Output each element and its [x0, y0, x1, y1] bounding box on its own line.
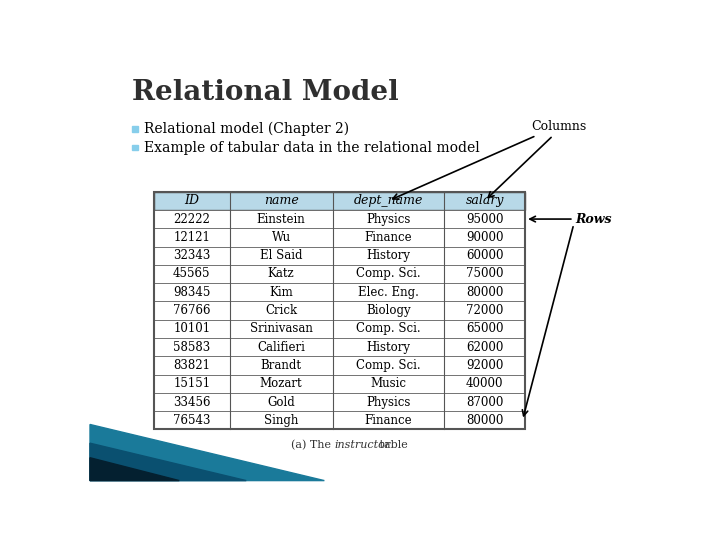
Polygon shape — [90, 458, 179, 481]
Text: 45565: 45565 — [173, 267, 210, 280]
Text: Comp. Sci.: Comp. Sci. — [356, 267, 421, 280]
Text: History: History — [366, 341, 410, 354]
Text: Srinivasan: Srinivasan — [250, 322, 312, 335]
Text: Wu: Wu — [271, 231, 291, 244]
Bar — [132, 126, 138, 132]
Text: 32343: 32343 — [173, 249, 210, 262]
Text: 98345: 98345 — [173, 286, 210, 299]
Text: ID: ID — [184, 194, 199, 207]
Text: Crick: Crick — [265, 304, 297, 317]
Text: 76766: 76766 — [173, 304, 210, 317]
Bar — [154, 393, 526, 411]
Bar — [154, 192, 526, 210]
Bar — [154, 246, 526, 265]
Bar — [154, 356, 526, 375]
Text: table: table — [376, 440, 408, 450]
Text: 83821: 83821 — [174, 359, 210, 372]
Text: Einstein: Einstein — [257, 213, 305, 226]
Text: 12121: 12121 — [174, 231, 210, 244]
Text: Singh: Singh — [264, 414, 298, 427]
Text: Brandt: Brandt — [261, 359, 302, 372]
Text: Relational Model: Relational Model — [132, 79, 399, 106]
Bar — [154, 411, 526, 429]
Text: 22222: 22222 — [174, 213, 210, 226]
Text: Finance: Finance — [365, 414, 413, 427]
Text: 62000: 62000 — [466, 341, 503, 354]
Text: Califieri: Califieri — [257, 341, 305, 354]
Bar — [154, 265, 526, 283]
Text: (a) The: (a) The — [291, 440, 334, 450]
Text: Comp. Sci.: Comp. Sci. — [356, 359, 421, 372]
Text: 90000: 90000 — [466, 231, 503, 244]
Text: Biology: Biology — [366, 304, 411, 317]
Text: Physics: Physics — [366, 395, 410, 409]
Text: Comp. Sci.: Comp. Sci. — [356, 322, 421, 335]
Text: Finance: Finance — [365, 231, 413, 244]
Text: Music: Music — [371, 377, 407, 390]
Text: 92000: 92000 — [466, 359, 503, 372]
Text: dept_name: dept_name — [354, 194, 423, 207]
Bar — [154, 320, 526, 338]
Text: Relational model (Chapter 2): Relational model (Chapter 2) — [143, 122, 348, 136]
Text: 80000: 80000 — [466, 414, 503, 427]
Text: Elec. Eng.: Elec. Eng. — [358, 286, 419, 299]
Text: Mozart: Mozart — [260, 377, 302, 390]
Text: 72000: 72000 — [466, 304, 503, 317]
Bar — [154, 338, 526, 356]
Bar — [154, 283, 526, 301]
Text: 10101: 10101 — [174, 322, 210, 335]
Text: 95000: 95000 — [466, 213, 503, 226]
Text: Gold: Gold — [267, 395, 295, 409]
Text: name: name — [264, 194, 299, 207]
Bar — [154, 210, 526, 228]
Bar — [154, 228, 526, 246]
Text: 15151: 15151 — [174, 377, 210, 390]
Text: 87000: 87000 — [466, 395, 503, 409]
Text: Columns: Columns — [531, 120, 586, 133]
Bar — [154, 192, 526, 429]
Text: 80000: 80000 — [466, 286, 503, 299]
Text: instructor: instructor — [334, 440, 390, 450]
Text: 33456: 33456 — [173, 395, 210, 409]
Bar — [154, 301, 526, 320]
Bar — [154, 375, 526, 393]
Text: salary: salary — [466, 194, 504, 207]
Text: El Said: El Said — [260, 249, 302, 262]
Text: Example of tabular data in the relational model: Example of tabular data in the relationa… — [143, 140, 480, 154]
Text: Rows: Rows — [575, 213, 612, 226]
Text: Kim: Kim — [269, 286, 293, 299]
Text: 65000: 65000 — [466, 322, 503, 335]
Text: Katz: Katz — [268, 267, 294, 280]
Bar — [132, 145, 138, 151]
Text: 58583: 58583 — [174, 341, 210, 354]
Text: History: History — [366, 249, 410, 262]
Text: 76543: 76543 — [173, 414, 210, 427]
Text: 60000: 60000 — [466, 249, 503, 262]
Polygon shape — [90, 424, 324, 481]
Text: Physics: Physics — [366, 213, 410, 226]
Polygon shape — [90, 443, 246, 481]
Text: 75000: 75000 — [466, 267, 503, 280]
Text: 40000: 40000 — [466, 377, 503, 390]
